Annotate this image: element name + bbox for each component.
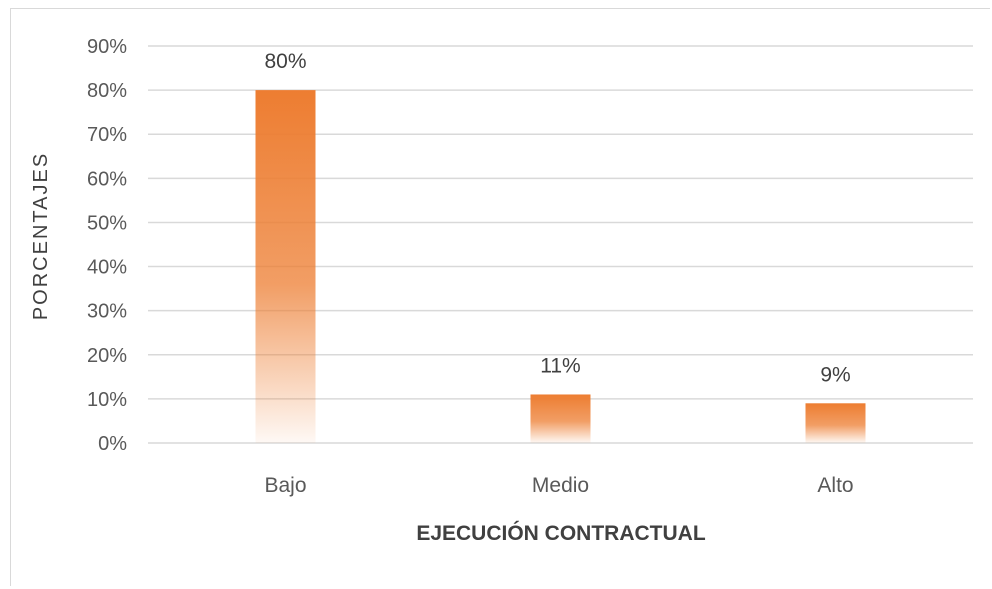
bars [255, 90, 866, 443]
y-tick-label: 60% [87, 168, 127, 190]
y-tick-label: 10% [87, 389, 127, 411]
data-label: 9% [820, 363, 850, 386]
bar-alto [805, 403, 866, 443]
y-axis-tick-labels: 0% 10% 20% 30% 40% 50% 60% 70% 80% 90% [87, 36, 127, 455]
y-tick-label: 40% [87, 257, 127, 279]
y-tick-label: 30% [87, 301, 127, 323]
y-tick-label: 80% [87, 80, 127, 102]
x-axis-title: EJECUCIÓN CONTRACTUAL [416, 521, 706, 545]
x-axis-category-labels: Bajo Medio Alto [264, 474, 853, 497]
bar-medio [530, 394, 591, 443]
x-category-label: Alto [817, 474, 853, 497]
data-labels: 80% 11% 9% [264, 50, 850, 386]
y-tick-label: 50% [87, 212, 127, 234]
y-tick-label: 20% [87, 345, 127, 367]
y-axis-title: PORCENTAJES [30, 152, 52, 320]
y-tick-label: 90% [87, 36, 127, 58]
chart-frame [10, 8, 990, 586]
bar-bajo [255, 90, 316, 443]
y-tick-label: 70% [87, 124, 127, 146]
data-label: 80% [264, 50, 306, 73]
y-tick-label: 0% [98, 433, 127, 455]
x-category-label: Bajo [264, 474, 306, 497]
data-label: 11% [540, 354, 580, 377]
x-category-label: Medio [532, 474, 589, 497]
